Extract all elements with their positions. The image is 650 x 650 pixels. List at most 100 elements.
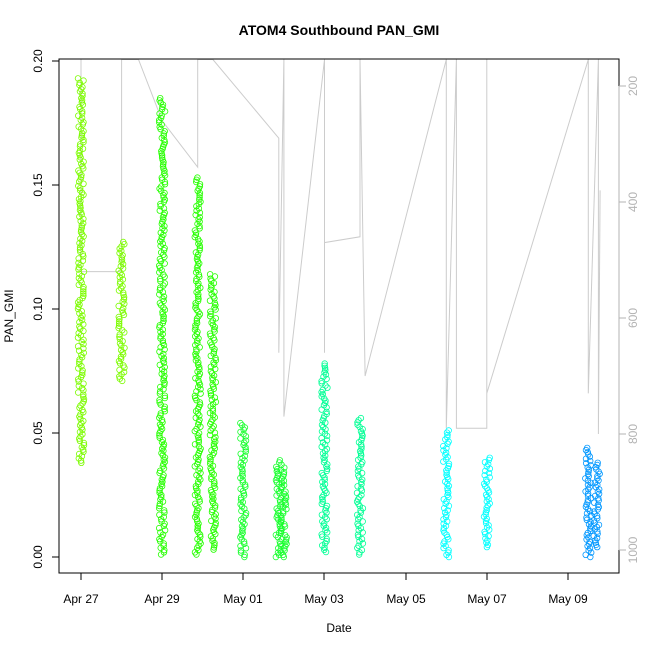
data-point bbox=[485, 496, 492, 503]
data-point bbox=[319, 518, 326, 525]
data-point bbox=[157, 202, 164, 210]
data-point bbox=[209, 506, 216, 514]
data-point bbox=[584, 490, 592, 497]
data-point bbox=[192, 414, 199, 421]
data-point bbox=[237, 419, 244, 427]
data-point bbox=[321, 544, 328, 551]
data-point bbox=[358, 469, 366, 477]
data-point bbox=[585, 466, 593, 473]
x-tick-label: May 01 bbox=[223, 592, 263, 606]
data-point bbox=[588, 549, 595, 556]
data-point bbox=[157, 249, 165, 256]
data-point bbox=[80, 336, 87, 343]
data-point bbox=[120, 311, 128, 318]
data-point bbox=[80, 180, 87, 187]
data-point bbox=[208, 473, 215, 481]
data-point bbox=[80, 387, 87, 394]
data-point bbox=[584, 497, 592, 504]
data-point bbox=[75, 264, 83, 271]
plot-frame bbox=[58, 58, 620, 574]
data-point bbox=[156, 500, 164, 507]
data-point bbox=[115, 324, 122, 332]
data-point bbox=[443, 469, 450, 476]
data-point bbox=[594, 506, 601, 513]
data-point bbox=[318, 380, 325, 387]
data-point bbox=[278, 529, 285, 537]
data-point bbox=[194, 405, 202, 413]
data-point bbox=[78, 171, 85, 179]
data-point bbox=[443, 511, 450, 518]
data-point bbox=[210, 544, 218, 551]
data-point bbox=[158, 438, 166, 446]
data-point bbox=[444, 487, 451, 494]
data-point bbox=[242, 512, 249, 519]
data-point bbox=[281, 464, 288, 471]
data-point bbox=[486, 474, 493, 481]
data-point bbox=[209, 405, 216, 412]
data-point bbox=[160, 313, 167, 320]
data-point bbox=[239, 468, 246, 475]
data-point bbox=[354, 531, 362, 538]
data-point bbox=[278, 484, 285, 491]
data-point bbox=[194, 522, 201, 530]
data-point bbox=[323, 535, 330, 543]
data-point bbox=[594, 472, 601, 480]
data-point bbox=[76, 360, 83, 368]
data-point bbox=[355, 533, 362, 541]
data-point bbox=[239, 455, 246, 462]
data-point bbox=[80, 321, 87, 328]
data-point bbox=[594, 530, 601, 537]
data-point bbox=[238, 466, 246, 473]
data-point bbox=[481, 459, 489, 466]
data-point bbox=[242, 433, 250, 440]
data-point bbox=[159, 240, 166, 247]
data-point bbox=[160, 191, 167, 199]
data-point bbox=[78, 108, 86, 115]
x-tick-label: May 05 bbox=[386, 592, 426, 606]
data-point bbox=[321, 546, 328, 553]
data-point bbox=[212, 306, 219, 313]
data-point bbox=[194, 383, 202, 391]
y-right-tick-label: 200 bbox=[626, 76, 640, 96]
data-point bbox=[77, 235, 84, 242]
data-point bbox=[442, 500, 449, 507]
data-point bbox=[195, 291, 202, 298]
data-point bbox=[358, 443, 365, 450]
data-point bbox=[196, 189, 204, 197]
data-point bbox=[192, 322, 199, 329]
data-point bbox=[209, 321, 217, 329]
data-point bbox=[587, 494, 595, 502]
data-point bbox=[119, 260, 127, 268]
data-point bbox=[283, 536, 290, 543]
data-point bbox=[208, 370, 216, 377]
data-point bbox=[591, 499, 598, 506]
y-axis-right: 200 400 600 800 1000 bbox=[618, 76, 640, 563]
data-point bbox=[80, 286, 87, 293]
data-point bbox=[78, 338, 85, 346]
data-point bbox=[117, 355, 125, 363]
data-point bbox=[78, 130, 86, 137]
data-point bbox=[193, 207, 200, 214]
data-point bbox=[322, 397, 329, 404]
data-point bbox=[158, 152, 166, 159]
data-point bbox=[193, 502, 200, 510]
data-point bbox=[318, 434, 325, 442]
data-point bbox=[161, 260, 168, 267]
data-point bbox=[442, 451, 449, 459]
data-point bbox=[160, 132, 167, 139]
data-point bbox=[157, 383, 164, 391]
y-tick-label: 0.00 bbox=[31, 545, 45, 569]
data-point bbox=[209, 537, 216, 544]
data-point bbox=[595, 521, 603, 529]
data-point bbox=[239, 498, 246, 506]
data-point bbox=[80, 391, 87, 398]
data-point bbox=[357, 509, 364, 516]
data-point bbox=[593, 523, 601, 531]
data-point bbox=[193, 176, 200, 183]
data-point bbox=[80, 283, 87, 291]
data-point bbox=[482, 467, 489, 475]
data-point bbox=[78, 97, 86, 104]
data-point bbox=[161, 392, 169, 399]
data-point bbox=[118, 254, 125, 261]
data-point bbox=[80, 233, 87, 240]
